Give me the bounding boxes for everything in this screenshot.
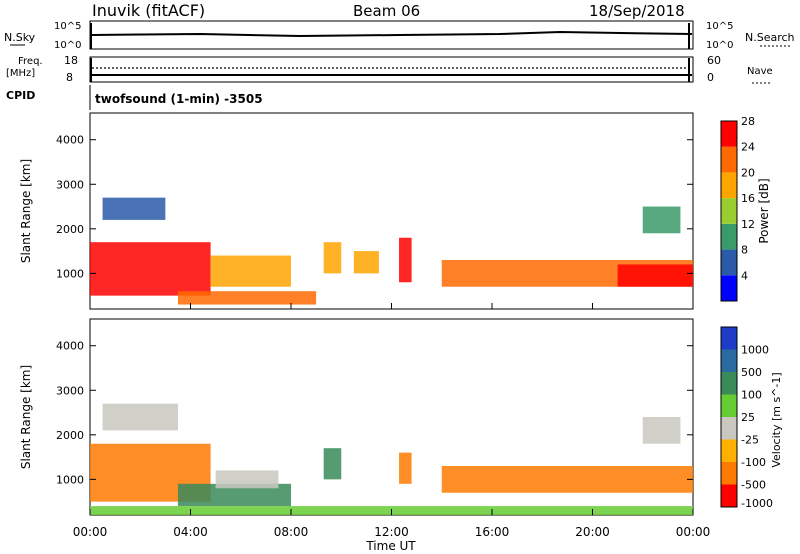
nsky-top-tick: 10^5 [54, 21, 81, 32]
velocity-colorbar-swatch [721, 372, 737, 395]
velocity-colorbar-tick: -500 [741, 479, 766, 492]
freq-label: Freq. [18, 56, 43, 67]
velocity-ytick-label: 2000 [56, 429, 84, 442]
nsky-label: N.Sky [4, 31, 36, 44]
nsky-trace [91, 30, 693, 38]
velocity-xlabel: Time UT [365, 539, 416, 553]
velocity-yticks: 1000 2000 3000 4000 [56, 340, 693, 486]
velocity-colorbar-tick: 25 [741, 411, 755, 424]
power-ytick-label: 4000 [56, 134, 84, 147]
nsky-panel: N.Sky 10^5 10^0 10^5 10^0 N.Search [4, 20, 795, 51]
velocity-xtick-label: 16:00 [475, 525, 510, 539]
velocity-panel: 1000 2000 3000 4000 Slant Range [km] 1000 50… [19, 303, 783, 553]
freq-top-tick: 18 [64, 54, 78, 67]
velocity-colorbar-tick: -100 [741, 456, 766, 469]
velocity-xtick-label: 04:00 [173, 525, 208, 539]
velocity-colorbar-swatch [721, 417, 737, 440]
velocity-colorbar-tick: -25 [741, 434, 759, 447]
power-colorbar-swatch [721, 223, 737, 250]
velocity-colorbar-tick: 500 [741, 366, 762, 379]
power-echo-region [102, 197, 166, 220]
power-yticks: 1000 2000 3000 4000 [56, 134, 693, 280]
velocity-colorbar-swatch [721, 462, 737, 485]
velocity-xtick-label: 12:00 [374, 525, 409, 539]
velocity-ytick-label: 1000 [56, 473, 84, 486]
power-cells [90, 197, 693, 305]
power-echo-region [210, 255, 291, 287]
nave-label: Nave [747, 66, 773, 77]
power-ytick-label: 3000 [56, 178, 84, 191]
power-ylabel: Slant Range [km] [19, 159, 33, 263]
power-colorbar-tick: 28 [741, 115, 755, 128]
nsearch-bottom-tick: 10^0 [706, 40, 733, 51]
nsearch-top-tick: 10^5 [706, 21, 733, 32]
power-colorbar-swatch [721, 275, 737, 301]
velocity-colorbar-frame [720, 326, 738, 508]
power-echo-region [353, 251, 379, 274]
velocity-colorbar-swatch [721, 349, 737, 372]
velocity-xtick-label: 20:00 [575, 525, 610, 539]
velocity-echo-region [215, 470, 279, 489]
power-colorbar-tick: 4 [741, 269, 748, 282]
station-title: Inuvik (fitACF) [92, 1, 205, 20]
velocity-ytick-label: 3000 [56, 384, 84, 397]
power-echo-region [90, 242, 211, 296]
velocity-echo-region [399, 452, 412, 484]
power-colorbar-tick: 20 [741, 166, 755, 179]
power-colorbar-tick: 16 [741, 192, 755, 205]
velocity-colorbar-swatch [721, 394, 737, 417]
velocity-echo-region [642, 417, 681, 444]
velocity-colorbar-swatch [721, 439, 737, 462]
date-title: 18/Sep/2018 [589, 2, 685, 20]
velocity-colorbar-label: Velocity [m s^-1] [770, 372, 783, 467]
cpid-text: twofsound (1-min) -3505 [95, 92, 263, 106]
power-colorbar-swatch [721, 172, 737, 199]
power-colorbar-swatch [721, 146, 737, 173]
nave-top-tick: 60 [707, 54, 721, 67]
power-ytick-label: 1000 [56, 267, 84, 280]
power-colorbar: 4 8 12 16 20 24 28 [720, 115, 755, 302]
power-echo-region [177, 291, 317, 305]
power-colorbar-swatch [721, 198, 737, 224]
cpid-label: CPID [6, 89, 35, 102]
power-colorbar-swatch [721, 249, 737, 276]
power-echo-region [323, 242, 342, 274]
velocity-xtick-label: 00:00 [676, 525, 711, 539]
power-colorbar-tick: 12 [741, 218, 755, 231]
power-colorbar-label: Power [dB] [757, 178, 771, 243]
velocity-colorbar-swatch [721, 327, 737, 350]
velocity-xtick-label: 08:00 [274, 525, 309, 539]
velocity-colorbar-tick: -1000 [741, 497, 773, 510]
nsearch-label: N.Search [745, 31, 795, 44]
power-echo-region [642, 206, 681, 234]
nave-bottom-tick: 0 [707, 71, 714, 84]
freq-bottom-tick: 8 [66, 71, 73, 84]
velocity-ytick-label: 4000 [56, 340, 84, 353]
power-colorbar-tick: 8 [741, 244, 748, 257]
velocity-xticks: 00:00 04:00 08:00 12:00 16:00 20:00 00:00 [73, 303, 711, 539]
velocity-colorbar-tick: 1000 [741, 344, 769, 357]
power-echo-region [399, 237, 412, 283]
velocity-echo-region [177, 483, 291, 507]
velocity-colorbar: 1000 500 100 25 -25 -100 -500 -1000 [720, 326, 773, 510]
power-ytick-label: 2000 [56, 223, 84, 236]
velocity-echo-region [441, 466, 693, 493]
power-colorbar-tick: 24 [741, 141, 755, 154]
velocity-colorbar-tick: 100 [741, 389, 762, 402]
velocity-ylabel: Slant Range [km] [19, 365, 33, 469]
freq-unit: [MHz] [6, 68, 35, 79]
nsky-bottom-tick: 10^0 [54, 40, 81, 51]
velocity-xtick-label: 00:00 [73, 525, 108, 539]
power-echo-region [617, 264, 693, 287]
velocity-colorbar-swatch [721, 484, 737, 507]
velocity-echo-region [323, 448, 342, 480]
freq-panel: Freq. [MHz] 18 8 60 0 Nave [6, 54, 773, 84]
power-colorbar-frame [720, 120, 738, 302]
power-colorbar-swatch [721, 121, 737, 147]
velocity-echo-region [102, 403, 178, 431]
beam-title: Beam 06 [353, 2, 420, 20]
power-panel: 1000 2000 3000 4000 Slant Range [km] 4 8 12 16… [19, 112, 771, 310]
